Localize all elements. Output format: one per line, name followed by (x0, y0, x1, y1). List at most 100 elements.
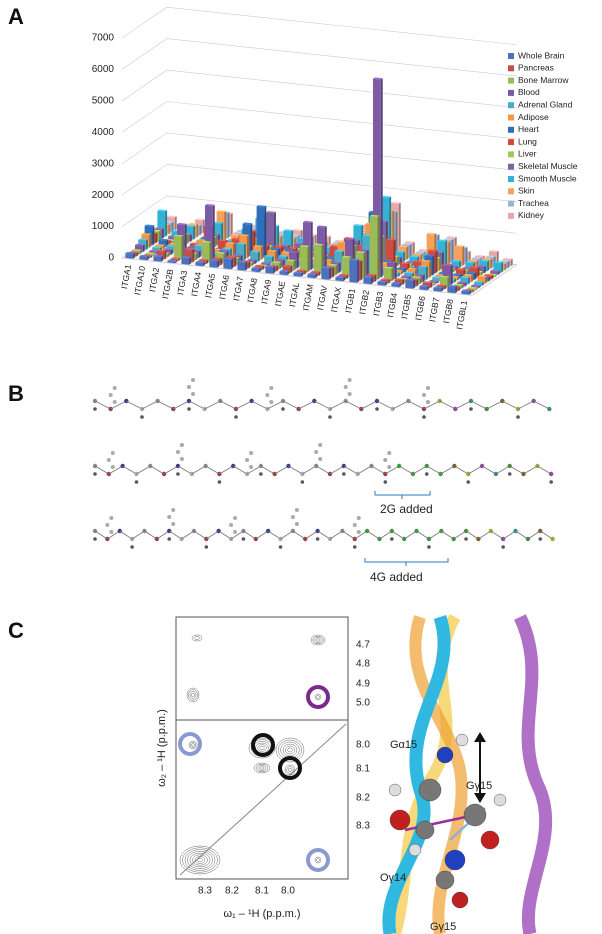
bar-side (451, 239, 454, 263)
legend-label: Blood (518, 87, 540, 97)
bar-side (433, 282, 436, 286)
bar-side (189, 234, 192, 242)
bond (329, 400, 346, 410)
bar-side (501, 261, 504, 273)
atom (476, 536, 481, 542)
atom (383, 480, 388, 484)
bracket (364, 558, 449, 566)
bond (267, 400, 284, 410)
atom (108, 393, 113, 397)
bond (94, 465, 110, 475)
bar-side (145, 239, 148, 250)
bar-side (420, 253, 423, 262)
bar-side (198, 250, 201, 259)
atom (426, 536, 432, 542)
bar-side (398, 202, 401, 255)
bar-side (490, 258, 493, 269)
bar (363, 277, 372, 285)
bar-side (419, 276, 422, 285)
atom (259, 472, 263, 476)
bar-top (189, 242, 200, 245)
bar-side (293, 260, 296, 271)
bar-top (490, 269, 500, 272)
x-axis-label: ω₁ – ¹H (p.p.m.) (223, 908, 300, 920)
atom (249, 465, 254, 469)
bar-top (433, 286, 444, 289)
bar-side (307, 245, 310, 273)
bar-side (231, 258, 234, 270)
bond (131, 530, 145, 540)
x-tick-label: ITGB4 (385, 292, 399, 318)
bar-top (226, 255, 237, 258)
y-tick-label: 5000 (92, 95, 115, 106)
bar-side (149, 233, 152, 248)
bar-side (150, 255, 153, 258)
bar-top (186, 246, 197, 249)
atom (493, 471, 499, 477)
legend-label: Whole Brain (518, 50, 565, 60)
atom (480, 830, 500, 850)
atom (383, 458, 388, 462)
y-tick-label: 3000 (92, 158, 115, 169)
bar-top (451, 259, 462, 262)
atom (294, 522, 299, 526)
bond (302, 465, 317, 475)
bar-top (128, 251, 139, 254)
bar-top (267, 249, 278, 252)
contour (257, 765, 267, 771)
atom (516, 415, 520, 419)
bar-top (271, 260, 282, 263)
bar-top (265, 265, 276, 268)
bar-side (401, 270, 404, 275)
bar-top (215, 251, 226, 254)
bar-side (321, 244, 324, 274)
bar-top (429, 279, 439, 282)
bond (193, 530, 207, 540)
bar-side (436, 280, 439, 284)
bar-top (415, 250, 426, 253)
legend-swatch (508, 77, 514, 84)
bond (495, 465, 510, 475)
bar-top (156, 249, 167, 252)
bar-top (355, 251, 366, 254)
bar-side (469, 290, 472, 295)
bar-top (396, 267, 407, 270)
bond (376, 400, 393, 410)
bar (391, 283, 400, 288)
bar-side (193, 225, 196, 240)
highlight-circle (278, 756, 302, 780)
atom (269, 400, 274, 404)
bar-side (230, 212, 233, 237)
bar-side (163, 244, 166, 250)
contour (182, 847, 218, 873)
atom (356, 516, 361, 520)
bond (426, 465, 441, 475)
atom (300, 471, 305, 477)
bar-top (335, 239, 345, 242)
bar-top (447, 284, 458, 287)
bar-top (214, 247, 225, 250)
bar-side (459, 260, 462, 269)
legend-swatch (508, 65, 514, 72)
legend-label: Kidney (518, 210, 545, 220)
atom (294, 508, 299, 512)
bar-side (458, 286, 461, 291)
bar-top (461, 289, 472, 292)
bar-side (301, 272, 304, 277)
atom (388, 783, 402, 797)
bar-side (360, 260, 363, 281)
bar-side (472, 289, 475, 293)
bar-side (192, 248, 195, 263)
bond (345, 400, 362, 410)
bar-side (233, 242, 236, 257)
bar-side (245, 261, 248, 271)
bar-side (220, 257, 223, 266)
atom (396, 463, 402, 469)
bar-top (231, 237, 242, 240)
atom (171, 522, 176, 526)
bar (251, 268, 260, 273)
bar-side (291, 230, 294, 251)
bond (163, 465, 179, 475)
bar-top (293, 271, 304, 274)
bar-top (353, 224, 364, 227)
